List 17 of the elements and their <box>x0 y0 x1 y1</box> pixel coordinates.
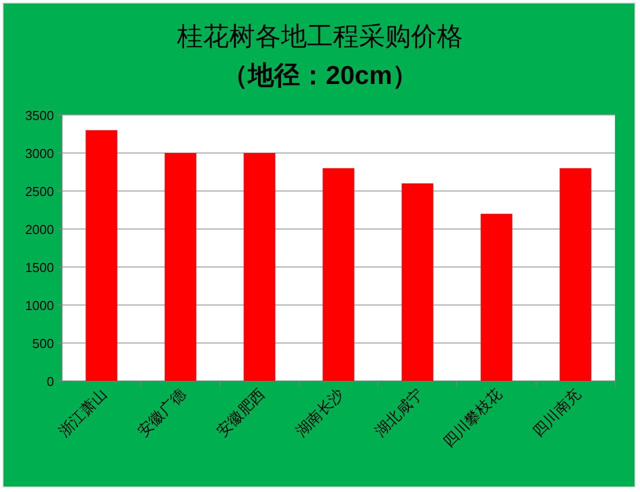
y-tick-label: 1000 <box>25 298 54 313</box>
y-tick-label: 3000 <box>25 146 54 161</box>
x-tick-label: 浙江萧山 <box>56 386 110 440</box>
y-tick-label: 1500 <box>25 260 54 275</box>
y-tick-label: 2500 <box>25 184 54 199</box>
x-tick-label: 湖北咸宁 <box>372 386 426 440</box>
x-tick-label: 安徽广德 <box>134 386 190 440</box>
y-tick-label: 500 <box>32 336 54 351</box>
chart-subtitle: （地径：20cm） <box>222 60 418 90</box>
y-tick-label: 0 <box>46 374 54 389</box>
y-tick-label: 2000 <box>25 222 54 237</box>
y-tick-label: 3500 <box>25 108 54 123</box>
x-tick-label: 四川南充 <box>530 386 584 440</box>
x-tick-label: 安徽肥西 <box>214 386 268 440</box>
x-tick-label: 四川攀枝花 <box>440 386 506 451</box>
chart-title: 桂花树各地工程采购价格 <box>176 21 463 51</box>
x-tick-label: 湖南长沙 <box>292 386 348 440</box>
